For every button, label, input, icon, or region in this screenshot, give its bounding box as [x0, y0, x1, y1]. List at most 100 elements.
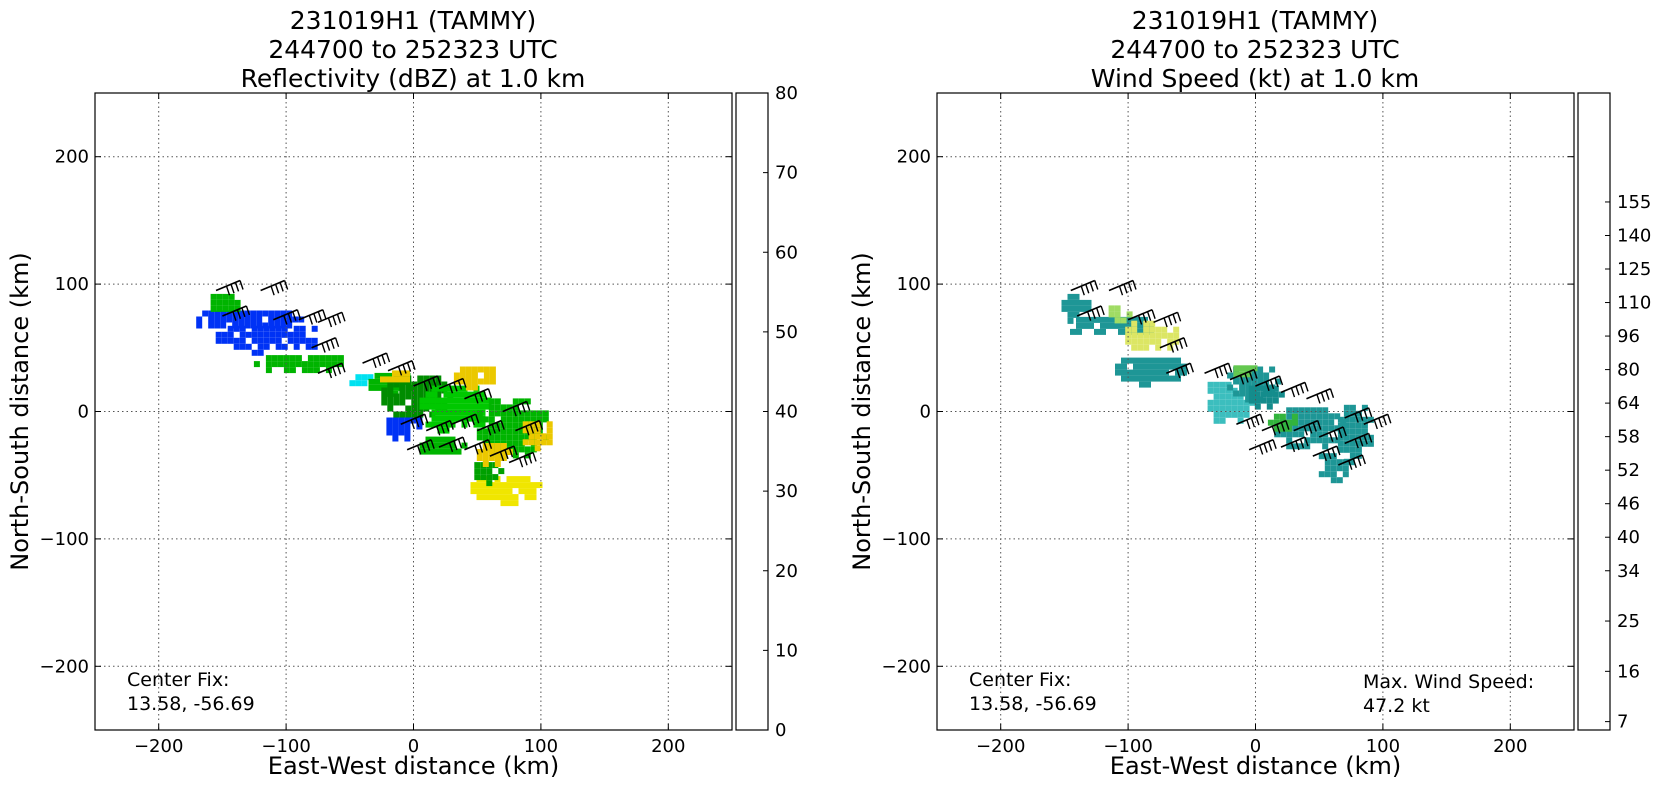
data-cell: [1316, 431, 1323, 438]
data-cell: [488, 494, 495, 501]
data-cell: [1273, 419, 1280, 426]
data-cell: [455, 409, 462, 416]
data-cell: [398, 376, 404, 383]
data-cell: [540, 439, 547, 446]
data-cell: [1355, 422, 1362, 429]
data-cell: [479, 391, 486, 398]
data-cell: [263, 343, 270, 350]
data-field: [196, 293, 553, 507]
data-cell: [1269, 366, 1276, 373]
data-cell: [518, 488, 525, 495]
data-cell: [473, 403, 480, 410]
data-cell: [1167, 338, 1174, 345]
data-cell: [233, 343, 240, 350]
data-cell: [263, 325, 270, 332]
barb-staff: [1318, 426, 1344, 438]
barb-feather: [1295, 385, 1300, 396]
data-cell: [1231, 399, 1238, 406]
data-cell: [1245, 384, 1252, 391]
data-cell: [220, 310, 227, 317]
data-cell: [1149, 338, 1156, 345]
data-cell: [1251, 365, 1258, 372]
barb-feather: [239, 280, 244, 290]
data-cell: [337, 355, 344, 362]
data-cell: [512, 452, 519, 459]
data-cell: [500, 434, 507, 441]
data-cell: [506, 500, 513, 507]
data-cell: [1237, 417, 1244, 424]
barb-feather: [1132, 280, 1137, 290]
barb-feather: [1354, 413, 1359, 423]
barb-feather: [274, 284, 280, 294]
data-cell: [1239, 365, 1246, 372]
data-cell: [494, 434, 501, 441]
data-cell: [1121, 357, 1127, 364]
max-wind-value: 47.2 kt: [1363, 695, 1430, 717]
barb-feather: [1239, 375, 1245, 385]
data-cell: [221, 331, 228, 338]
data-cell: [1310, 431, 1317, 438]
wind-barb: [1076, 305, 1105, 321]
data-cell: [518, 398, 525, 405]
barb-feather: [487, 388, 493, 398]
data-cell: [482, 488, 489, 495]
data-cell: [216, 293, 223, 300]
data-cell: [546, 427, 553, 434]
data-cell: [392, 376, 398, 383]
data-cell: [455, 391, 462, 398]
data-cell: [1227, 372, 1234, 379]
barb-feather: [1142, 313, 1147, 323]
data-cell: [287, 331, 294, 338]
barb-feather: [421, 443, 426, 453]
data-cell: [488, 455, 495, 461]
data-cell: [233, 325, 240, 332]
barb-feather: [449, 420, 454, 430]
barb-feather: [462, 378, 467, 388]
data-cell: [1139, 363, 1145, 370]
data-cell: [417, 387, 424, 394]
data-cell: [404, 376, 410, 383]
data-cell: [1213, 411, 1220, 418]
data-cell: [1322, 419, 1329, 426]
data-cell: [299, 331, 306, 338]
data-cell: [443, 385, 450, 392]
wind-barb: [1280, 436, 1309, 453]
data-cell: [210, 293, 217, 300]
y-tick-label: 100: [55, 274, 89, 295]
barb-feather: [474, 394, 479, 404]
barb-staff: [1344, 432, 1369, 445]
data-cell: [280, 316, 287, 323]
data-cell: [473, 421, 480, 428]
wind-barb: [1293, 419, 1322, 436]
data-cell: [238, 316, 245, 323]
data-cell: [311, 337, 318, 344]
wind-barb: [387, 359, 416, 376]
data-cell: [1292, 431, 1299, 438]
data-cell: [1143, 344, 1150, 351]
data-cell: [227, 337, 234, 344]
data-cell: [238, 322, 245, 329]
data-cell: [500, 455, 507, 461]
data-cell: [1136, 322, 1142, 329]
data-cell: [411, 393, 418, 400]
data-cell: [455, 403, 462, 410]
barb-feather: [1227, 363, 1233, 373]
data-cell: [1251, 372, 1258, 379]
data-cell: [1155, 344, 1162, 351]
barb-feather: [1276, 424, 1281, 434]
data-cell: [524, 482, 531, 489]
data-cell: [283, 361, 290, 368]
barb-feather: [1303, 426, 1308, 436]
data-cell: [482, 434, 489, 441]
data-cell: [443, 409, 450, 416]
data-cell: [1149, 332, 1156, 339]
barb-feather: [321, 343, 326, 353]
data-cell: [1094, 328, 1100, 335]
data-cell: [1322, 425, 1329, 432]
data-cell: [196, 316, 203, 323]
barb-feather: [1382, 415, 1387, 426]
data-cell: [274, 310, 281, 317]
barb-staff: [508, 451, 534, 464]
data-cell: [1070, 328, 1076, 335]
data-cell: [506, 422, 513, 429]
